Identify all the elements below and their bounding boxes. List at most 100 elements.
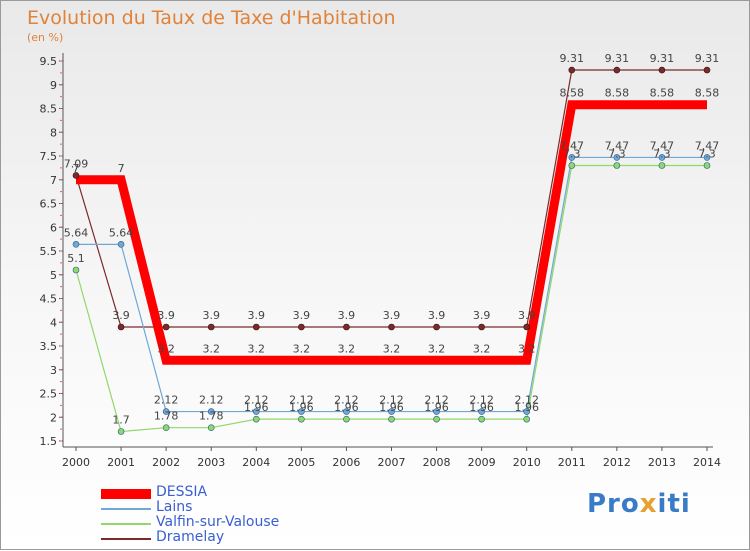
data-label-valfin-sur-valouse: 7.3 xyxy=(698,148,716,161)
data-point-valfin-sur-valouse xyxy=(613,162,621,169)
data-label-valfin-sur-valouse: 5.1 xyxy=(67,252,85,265)
data-label-valfin-sur-valouse: 7.3 xyxy=(608,148,626,161)
data-point-dramelay xyxy=(433,323,440,331)
legend-swatch-dramelay xyxy=(101,538,151,540)
legend-swatch-dessia xyxy=(101,489,151,499)
data-label-dramelay: 3.9 xyxy=(518,309,536,322)
data-point-valfin-sur-valouse xyxy=(433,415,440,423)
data-point-valfin-sur-valouse xyxy=(162,424,170,432)
data-point-lains xyxy=(162,408,170,415)
data-point-dramelay xyxy=(298,323,305,331)
data-label-valfin-sur-valouse: 1.7 xyxy=(112,414,130,427)
data-point-lains xyxy=(388,408,395,415)
data-label-lains: 5.64 xyxy=(109,226,134,239)
y-tick-label: 9.5 xyxy=(40,55,58,68)
data-label-lains: 2.12 xyxy=(469,394,494,407)
logo-part-3: iti xyxy=(657,489,691,519)
y-tick-label: 5 xyxy=(50,269,57,282)
data-point-dramelay xyxy=(658,66,666,74)
data-point-valfin-sur-valouse xyxy=(658,162,666,169)
data-label-lains: 7.47 xyxy=(605,139,630,152)
data-point-lains xyxy=(252,408,260,415)
data-label-dramelay: 3.9 xyxy=(428,309,446,322)
data-label-dessia: 3.2 xyxy=(202,342,220,355)
x-tick-label: 2009 xyxy=(468,456,496,469)
data-point-valfin-sur-valouse xyxy=(343,415,350,423)
data-point-dramelay xyxy=(207,323,215,331)
data-label-dessia: 8.58 xyxy=(560,87,585,100)
data-label-valfin-sur-valouse: 1.78 xyxy=(154,410,179,423)
data-label-dramelay: 3.9 xyxy=(248,309,266,322)
data-point-lains xyxy=(117,241,125,248)
data-point-dramelay xyxy=(162,323,170,331)
data-label-lains: 2.12 xyxy=(154,394,179,407)
data-label-lains: 7.47 xyxy=(650,139,675,152)
legend-label-valfin: Valfin-sur-Valouse xyxy=(156,514,280,530)
data-label-dramelay: 3.9 xyxy=(293,309,311,322)
data-label-dessia: 3.2 xyxy=(157,342,175,355)
data-point-lains xyxy=(613,154,621,161)
data-label-dramelay: 9.31 xyxy=(560,52,585,65)
data-label-dessia: 8.58 xyxy=(605,87,630,100)
data-label-dramelay: 9.31 xyxy=(695,52,720,65)
data-label-dramelay: 3.9 xyxy=(112,309,130,322)
x-tick-label: 2004 xyxy=(242,456,270,469)
data-label-dessia: 7 xyxy=(118,162,125,175)
x-tick-label: 2002 xyxy=(152,456,180,469)
x-tick-label: 2003 xyxy=(197,456,225,469)
data-point-dramelay xyxy=(343,323,350,331)
data-point-lains xyxy=(703,154,711,161)
data-label-dramelay: 9.31 xyxy=(650,52,675,65)
data-label-valfin-sur-valouse: 1.96 xyxy=(424,401,449,414)
data-label-dramelay: 7.09 xyxy=(64,157,89,170)
data-point-dramelay xyxy=(568,66,576,74)
y-tick-label: 8.5 xyxy=(40,103,58,116)
data-label-dramelay: 3.9 xyxy=(473,309,491,322)
data-point-valfin-sur-valouse xyxy=(523,415,531,423)
logo-part-2: x xyxy=(639,489,658,519)
proxiti-logo: Proxiti xyxy=(587,489,691,519)
data-point-valfin-sur-valouse xyxy=(72,266,80,274)
legend-label-lains: Lains xyxy=(156,499,193,515)
data-label-lains: 2.12 xyxy=(199,394,224,407)
y-tick-label: 6.5 xyxy=(40,198,58,211)
data-point-valfin-sur-valouse xyxy=(207,424,215,432)
data-label-dramelay: 3.9 xyxy=(157,309,175,322)
data-label-dramelay: 9.31 xyxy=(605,52,630,65)
data-label-lains: 7.47 xyxy=(695,139,720,152)
data-point-lains xyxy=(72,241,80,248)
data-label-dessia: 3.2 xyxy=(293,342,311,355)
data-label-valfin-sur-valouse: 1.96 xyxy=(289,401,314,414)
data-label-dramelay: 3.9 xyxy=(383,309,401,322)
data-point-dramelay xyxy=(72,172,80,179)
data-label-dessia: 7 xyxy=(73,162,80,175)
x-tick-label: 2001 xyxy=(107,456,135,469)
legend-label-dramelay: Dramelay xyxy=(156,529,225,545)
data-point-lains xyxy=(568,154,576,161)
data-point-dramelay xyxy=(117,323,125,331)
data-label-dessia: 3.2 xyxy=(383,342,401,355)
data-label-valfin-sur-valouse: 1.96 xyxy=(514,401,539,414)
logo-part-1: Pro xyxy=(587,489,640,519)
legend-swatch-valfin xyxy=(101,523,151,525)
y-tick-label: 6 xyxy=(50,221,57,234)
y-tick-label: 3 xyxy=(50,364,57,377)
data-label-lains: 2.12 xyxy=(424,394,449,407)
data-label-dessia: 8.58 xyxy=(695,87,720,100)
data-label-lains: 7.47 xyxy=(560,139,585,152)
data-label-valfin-sur-valouse: 1.96 xyxy=(244,401,269,414)
x-tick-label: 2012 xyxy=(603,456,631,469)
x-tick-label: 2005 xyxy=(287,456,315,469)
y-tick-label: 2 xyxy=(50,411,57,424)
x-tick-label: 2006 xyxy=(332,456,360,469)
data-point-valfin-sur-valouse xyxy=(252,415,260,423)
data-point-dramelay xyxy=(252,323,260,331)
data-label-valfin-sur-valouse: 1.96 xyxy=(469,401,494,414)
data-point-lains xyxy=(478,408,485,415)
data-point-lains xyxy=(343,408,350,415)
y-tick-label: 5.5 xyxy=(40,245,58,258)
x-tick-label: 2000 xyxy=(62,456,90,469)
y-tick-label: 7.5 xyxy=(40,150,58,163)
data-point-lains xyxy=(523,408,531,415)
